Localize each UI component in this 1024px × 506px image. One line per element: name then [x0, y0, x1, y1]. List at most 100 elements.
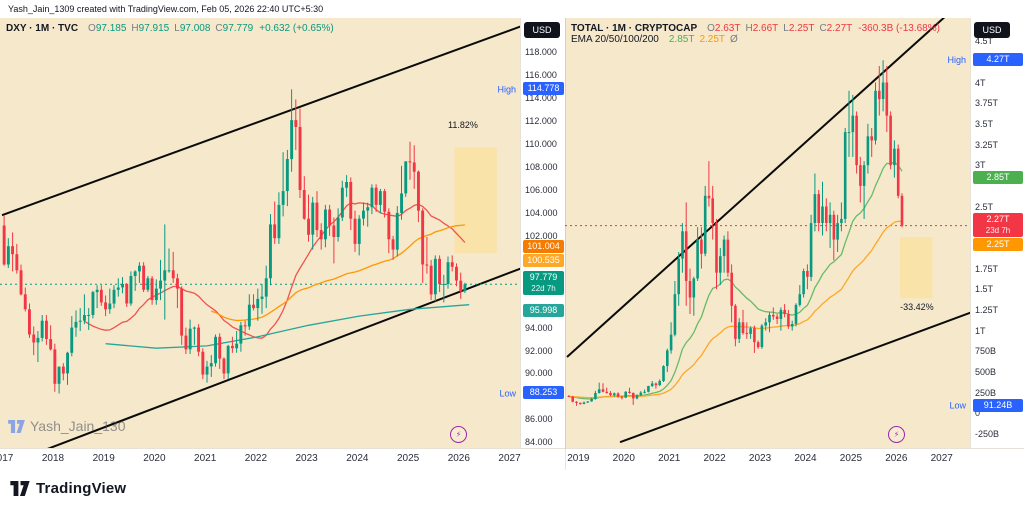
price-axis-tick: 118.000: [525, 47, 557, 58]
price-axis-tick: 112.000: [525, 116, 557, 127]
price-label: 88.253: [523, 386, 564, 400]
credit-line: Yash_Jain_1309 created with TradingView.…: [0, 0, 1024, 18]
indicator-values-ema: 2.85T 2.25T Ø: [664, 34, 738, 45]
symbol-title-total[interactable]: TOTAL · 1M · CRYPTOCAP: [571, 23, 698, 34]
change-readout: -360.3B (-13.68%): [858, 23, 940, 34]
price-label: 114.778: [523, 82, 564, 96]
time-axis-tick: 2025: [839, 453, 863, 464]
ohlc-readout-dxy: O97.185 H97.915 L97.008 C97.779 +0.632 (+0.6…: [83, 23, 334, 34]
price-label: 95.998: [523, 303, 564, 317]
bar-countdown: 23d 7h: [985, 225, 1011, 235]
panel-divider: [565, 18, 566, 470]
chart-panel-total: -33.42% High Low TOTAL · 1M · CRYPTOCAP O2…: [565, 18, 1024, 471]
svg-text:High: High: [497, 84, 516, 94]
currency-button-total[interactable]: USD: [974, 22, 1010, 38]
currency-button-dxy[interactable]: USD: [524, 22, 560, 38]
chart-legend-dxy[interactable]: DXY · 1M · TVC O97.185 H97.915 L97.008 C97.…: [6, 23, 334, 34]
ohlc-key: L: [783, 23, 789, 34]
chart-plot-area-total: -33.42% High Low TOTAL · 1M · CRYPTOCAP O2…: [565, 18, 970, 448]
price-axis-tick: 106.000: [525, 185, 558, 195]
time-axis-tick: 2022: [703, 453, 726, 464]
time-axis-dxy[interactable]: 2017 2018 2019 2020 2021 2022 2023 2024 2025 2026…: [0, 448, 565, 471]
time-axis-tick: 2025: [396, 453, 420, 464]
ohlc-value: 2.63T: [714, 23, 741, 34]
time-axis-tick: 2024: [346, 453, 369, 464]
current-price-label: 2.27T 23d 7h: [973, 212, 1023, 237]
price-axis-tick: 750B: [975, 346, 997, 357]
price-axis-tick: 1.25T: [975, 304, 999, 315]
svg-text:Low: Low: [949, 401, 966, 411]
svg-text:Low: Low: [499, 389, 516, 399]
price-axis-tick: 84.000: [525, 437, 553, 448]
time-axis-tick: 2019: [92, 453, 115, 464]
ohlc-value: 97.185: [95, 23, 127, 34]
chart-panel-dxy: 11.82% High Low DXY · 1M · TVC O97.185 H97.…: [0, 18, 566, 471]
price-axis-tick: 94.000: [525, 322, 553, 333]
time-axis-tick: 2026: [885, 453, 908, 464]
lightning-replay-icon[interactable]: ⚡: [888, 426, 905, 443]
price-axis-tick: 500B: [975, 366, 997, 377]
chart-legend-total[interactable]: TOTAL · 1M · CRYPTOCAP O2.63T H2.66T L2.25…: [571, 23, 940, 45]
price-axis-tick: 102.000: [525, 230, 558, 241]
ohlc-value: 97.779: [222, 23, 254, 34]
price-axis-tick: 1.5T: [975, 284, 994, 295]
svg-text:-33.42%: -33.42%: [900, 302, 934, 312]
indicator-value: 2.25T: [699, 34, 726, 45]
candlestick-chart-dxy[interactable]: 11.82% High Low: [0, 18, 520, 448]
time-axis-tick: 2017: [0, 453, 14, 464]
ohlc-value: 2.27T: [826, 23, 853, 34]
time-axis-tick: 2022: [244, 453, 268, 464]
ohlc-key: L: [174, 23, 180, 34]
indicator-value: 2.85T: [668, 34, 695, 45]
price-axis-dxy[interactable]: USD 118.000 116.000 114.000 112.000 110.000 1…: [520, 18, 566, 448]
ohlc-value: 2.25T: [788, 23, 815, 34]
bar-countdown: 22d 7h: [531, 284, 556, 294]
price-axis-total[interactable]: USD 4.5T 4T 3.75T 3.5T 3.25T 3T 2.5T 1.75T 1.5T 1…: [970, 18, 1024, 448]
ohlc-value: 97.008: [179, 23, 211, 34]
tradingview-logo-icon: [10, 480, 30, 496]
lightning-replay-icon[interactable]: ⚡: [450, 426, 467, 443]
price-axis-tick: 114.000: [525, 93, 557, 104]
time-axis-tick: 2020: [612, 453, 635, 464]
time-axis-tick: 2023: [748, 453, 772, 464]
time-axis-tick: 2021: [194, 453, 217, 464]
ohlc-readout-total: O2.63T H2.66T L2.25T C2.27T -360.3B (-13.68%…: [702, 23, 940, 34]
time-axis-tick: 2020: [143, 453, 166, 464]
change-readout: +0.632 (+0.65%): [259, 23, 334, 34]
tradingview-wordmark: TradingView: [36, 479, 127, 497]
time-axis-total[interactable]: 2019 2020 2021 2022 2023 2024 2025 2026 2027: [565, 448, 1024, 471]
price-axis-tick: 2.5T: [975, 201, 994, 212]
svg-text:11.82%: 11.82%: [448, 120, 478, 130]
time-axis-tick: 2021: [658, 453, 681, 464]
price-label: 2.25T: [973, 238, 1023, 252]
indicator-label-ema[interactable]: EMA 20/50/100/200: [571, 34, 659, 45]
price-label: 101.004: [523, 240, 564, 254]
time-axis-tick: 2024: [794, 453, 817, 464]
symbol-title-dxy[interactable]: DXY · 1M · TVC: [6, 23, 79, 34]
ohlc-key: H: [745, 23, 753, 34]
price-label: 2.85T: [973, 170, 1023, 184]
price-label: 4.27T: [973, 53, 1023, 67]
time-axis-tick: 2026: [447, 453, 470, 464]
current-price-label: 97.779 22d 7h: [523, 271, 564, 296]
price-axis-tick: 110.000: [525, 139, 557, 150]
price-axis-tick: -250B: [975, 428, 1000, 439]
time-axis-tick: 2023: [295, 453, 318, 464]
price-axis-tick: 3.5T: [975, 118, 994, 129]
tradingview-logo-icon: [8, 419, 25, 433]
price-axis-tick: 250B: [975, 387, 997, 398]
ohlc-key: O: [88, 23, 96, 34]
candlestick-chart-total[interactable]: -33.42% High Low: [565, 18, 970, 448]
time-axis-tick: 2019: [567, 453, 590, 464]
price-axis-tick: 3.25T: [975, 139, 999, 150]
ohlc-value: 97.915: [138, 23, 170, 34]
chart-plot-area-dxy: 11.82% High Low DXY · 1M · TVC O97.185 H97.…: [0, 18, 520, 448]
watermark-username: Yash_Jain_130: [30, 418, 126, 434]
price-label: 91.24B: [973, 398, 1023, 412]
ohlc-value: 2.66T: [752, 23, 779, 34]
price-axis-tick: 3.75T: [975, 98, 999, 109]
price-axis-tick: 90.000: [525, 368, 553, 379]
watermark: Yash_Jain_130: [8, 418, 125, 434]
ohlc-key: H: [131, 23, 139, 34]
